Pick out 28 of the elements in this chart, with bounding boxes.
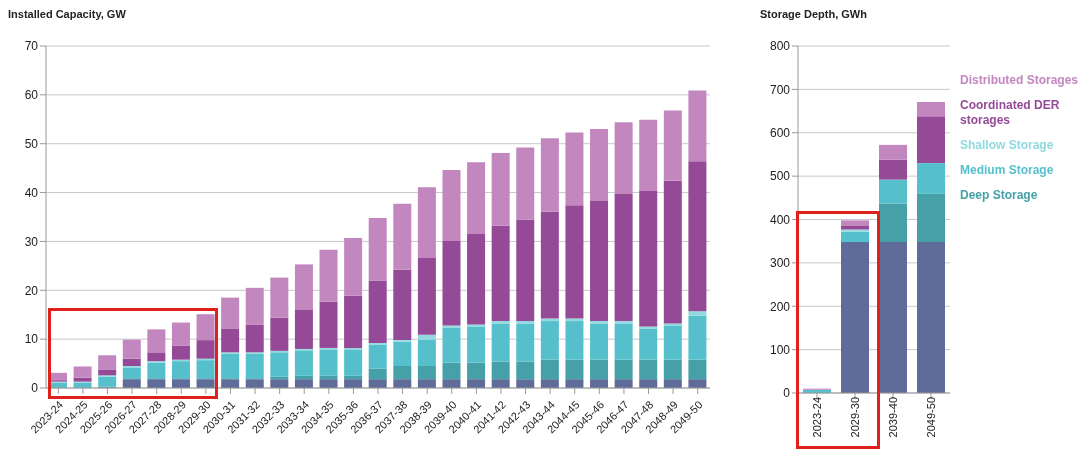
x-tick-label: 2029-30	[848, 397, 861, 438]
series-label: Coordinated DER storages	[960, 98, 1061, 128]
y-axis-title: Installed Capacity, GW	[8, 8, 127, 20]
y-tick-label: 800	[769, 39, 791, 54]
text: Shallow Storage	[960, 138, 1055, 153]
x-tick-label: 2039-40	[886, 397, 899, 438]
y-tick-label: 0	[783, 386, 791, 401]
y-tick-label: 700	[769, 82, 791, 97]
series-label: Deep Storage	[960, 188, 1039, 203]
y-tick-label: 70	[24, 39, 39, 54]
y-tick-label: 40	[24, 185, 39, 200]
y-tick-label: 400	[769, 212, 791, 227]
y-axis-title: Storage Depth, GWh	[760, 8, 868, 20]
y-tick-label: 10	[24, 332, 39, 347]
series-label: Medium Storage	[960, 163, 1055, 178]
y-tick-label: 200	[769, 299, 791, 314]
x-tick-label: 2049-50	[924, 397, 937, 438]
y-tick-label: 50	[24, 136, 39, 151]
x-tick-label: 2023-24	[810, 397, 823, 438]
y-tick-label: 60	[24, 88, 39, 103]
series-label: Distributed Storages	[960, 73, 1080, 88]
y-tick-label: 0	[31, 381, 39, 396]
y-tick-label: 20	[24, 283, 39, 298]
y-tick-label: 30	[24, 234, 39, 249]
y-tick-label: 100	[769, 342, 791, 357]
y-tick-label: 500	[769, 169, 791, 184]
y-tick-label: 300	[769, 256, 791, 271]
y-tick-label: 600	[769, 126, 791, 141]
